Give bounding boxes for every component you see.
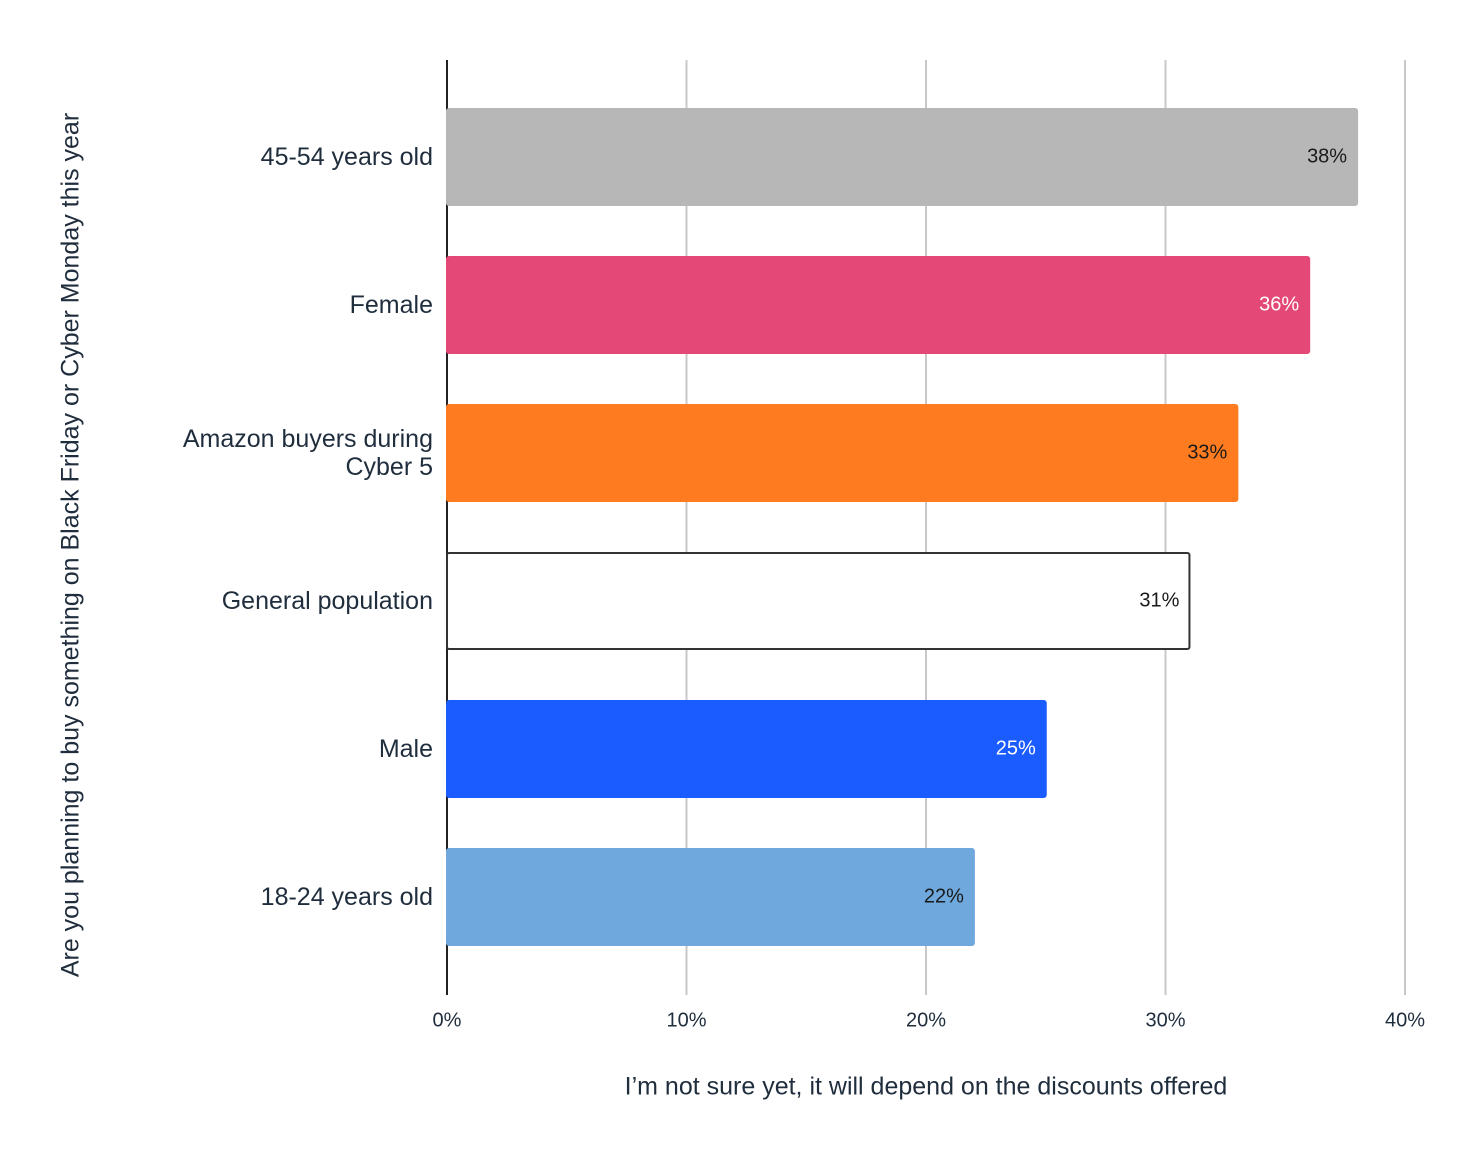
data-label: 22%	[924, 885, 964, 907]
x-tick-label: 30%	[1145, 1009, 1185, 1031]
data-label: 31%	[1139, 589, 1179, 611]
y-tick-label: Male	[378, 735, 433, 763]
y-tick-label: Female	[349, 291, 433, 319]
x-tick-label: 20%	[906, 1009, 946, 1031]
y-tick-label: 18-24 years old	[260, 883, 433, 911]
x-axis-title: I’m not sure yet, it will depend on the …	[625, 1073, 1228, 1101]
bar	[446, 848, 975, 946]
y-tick-label: 45-54 years old	[260, 143, 433, 171]
bar	[446, 256, 1311, 354]
y-tick-label: General population	[221, 587, 433, 615]
x-tick-label: 10%	[666, 1009, 706, 1031]
bar	[446, 552, 1191, 650]
data-label: 36%	[1259, 293, 1299, 315]
data-label: 25%	[996, 737, 1036, 759]
bar	[446, 404, 1239, 502]
data-label: 33%	[1187, 441, 1227, 463]
data-label: 38%	[1307, 145, 1347, 167]
bar	[446, 108, 1359, 206]
y-axis-title: Are you planning to buy something on Bla…	[57, 113, 85, 977]
x-tick-label: 0%	[433, 1009, 462, 1031]
x-tick-label: 40%	[1385, 1009, 1425, 1031]
bar	[446, 700, 1047, 798]
y-tick-label: Amazon buyers during Cyber 5	[182, 425, 433, 481]
